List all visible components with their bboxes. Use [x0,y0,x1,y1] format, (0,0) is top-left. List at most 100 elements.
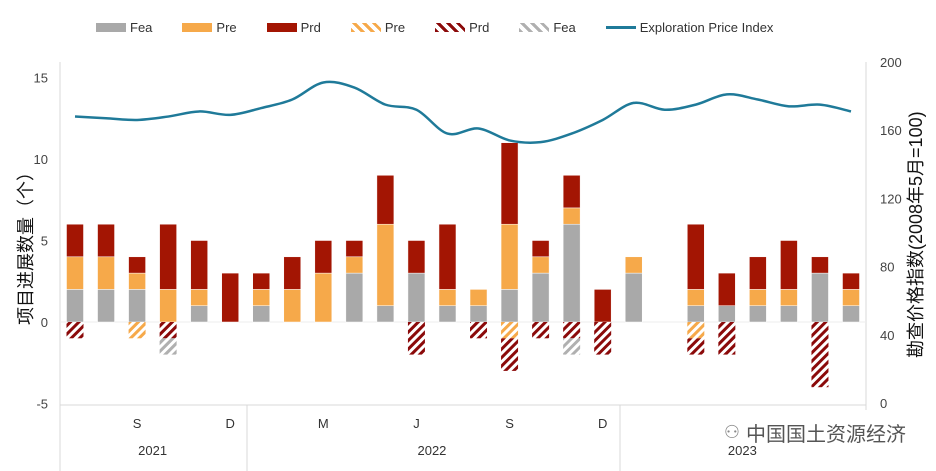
bar-pre [252,289,270,306]
bar-prd-hatched [501,338,519,371]
legend-item: Pre [350,20,406,35]
bar-pre [562,207,581,225]
legend-swatch [350,23,381,32]
exploration-price-index-line [74,80,852,144]
legend-item: Exploration Price Index [605,20,774,35]
bar-prd [345,240,364,258]
bar-prd [128,256,146,274]
bar-pre [842,289,860,306]
legend-item: Fea [519,20,576,35]
y-tick-label: 10 [34,152,48,167]
legend-item: Pre [182,20,237,35]
bar-prd [749,256,767,290]
x-tick-label: D [598,416,607,431]
bar-fea [407,272,426,323]
bar-pre [438,289,457,306]
legend-item: Prd [435,20,489,35]
bar-prd [407,240,426,274]
bar-fea-hatched [159,338,177,355]
x-tick-label: M [318,416,329,431]
legend-label: Fea [130,20,153,35]
bar-pre [97,256,115,290]
watermark-text: 中国国土资源经济 [746,424,906,446]
bar-fea [624,272,643,323]
y-right-tick-label: 120 [880,191,902,206]
y-right-tick-label: 80 [880,260,894,275]
bar-pre [500,223,519,290]
y-tick-label: 0 [41,315,48,330]
bar-pre [780,289,798,306]
y-tick-label: 5 [41,234,48,249]
bar-prd [780,240,798,290]
bar-prd [66,223,84,258]
legend-label: Exploration Price Index [639,20,774,35]
bar-fea [97,289,115,323]
x-tick-label: J [413,416,420,431]
legend-swatch [266,23,297,32]
legend-swatch [519,23,550,32]
bar-fea [345,272,364,323]
legend-swatch [435,23,466,32]
x-tick-label: S [505,416,514,431]
legend: Fea Pre Prd Pre Prd Fea Exploration Price Inde… [96,20,803,35]
bar-pre-hatched [501,322,519,339]
bar-fea [128,289,146,323]
legend-label: Pre [216,20,237,35]
legend-swatch [96,23,126,32]
bar-fea [252,305,270,323]
legend-item: Prd [266,20,321,35]
bar-pre [283,289,302,323]
bar-fea [438,305,457,323]
bar-fea [718,305,736,323]
bar-prd [283,256,302,290]
year-label: 2023 [728,443,757,458]
bar-pre [314,272,333,323]
bar-prd [718,272,736,306]
bar-fea [811,272,829,323]
bar-pre [190,289,208,306]
bar-prd [687,223,705,290]
bar-prd [97,223,115,258]
year-label: 2022 [417,443,446,458]
legend-label: Pre [384,20,406,35]
legend-label: Fea [553,20,576,35]
bar-pre [159,289,177,323]
legend-swatch [182,23,213,32]
bar-pre [376,223,395,306]
bar-fea [376,305,395,323]
watermark: ⚇ 中国国土资源经济 [724,418,906,447]
bar-pre [624,256,643,274]
bar-prd [593,289,612,323]
bar-prd [190,240,208,290]
bar-pre [66,256,84,290]
bar-prd-hatched [159,322,177,339]
bar-prd [159,223,177,290]
y-right-tick-label: 0 [880,396,887,411]
bar-prd-hatched [407,322,425,355]
y-tick-label: 15 [34,71,48,86]
bar-fea [562,223,581,323]
y-right-tick-label: 200 [880,55,902,70]
bar-fea [687,305,705,323]
y-right-tick-label: 40 [880,328,894,343]
bar-prd-hatched [532,322,550,339]
bar-prd-hatched [563,322,581,339]
bar-prd [531,240,550,258]
bar-prd [842,272,860,290]
x-tick-label: S [133,416,142,431]
bar-fea [842,305,860,323]
bar-fea [531,272,550,323]
bar-prd [811,256,829,274]
bar-prd-hatched [811,322,829,388]
bar-prd [438,223,457,290]
bar-prd [562,175,581,209]
bar-prd-hatched [687,338,705,355]
bar-pre [345,256,364,274]
bar-prd [221,272,239,323]
bar-pre-hatched [128,322,146,339]
bar-pre [469,289,488,306]
bar-fea-hatched [563,338,581,355]
x-tick-label: D [226,416,235,431]
